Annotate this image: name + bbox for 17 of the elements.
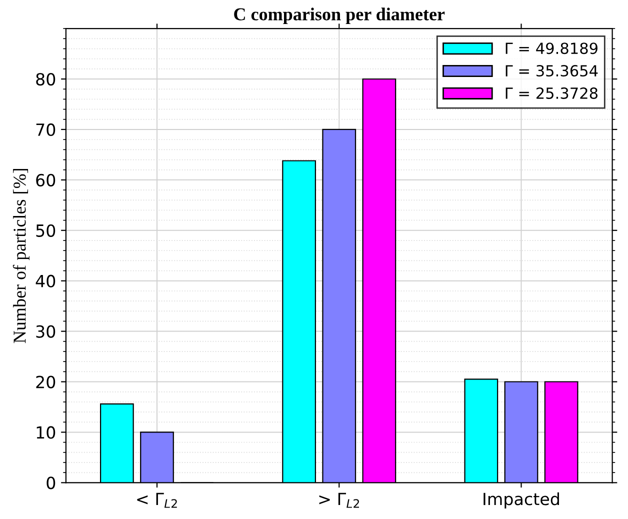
legend-label: Γ = 35.3654 xyxy=(506,64,598,77)
y-tick-label: 0 xyxy=(46,476,56,490)
y-tick-label: 10 xyxy=(36,426,56,439)
y-tick-label: 20 xyxy=(36,376,56,388)
legend-label: Γ = 25.3728 xyxy=(506,87,598,99)
y-tick-label: 30 xyxy=(36,325,56,338)
y-tick-label: 50 xyxy=(36,224,56,237)
y-tick-label: 60 xyxy=(36,174,56,186)
y-axis-title: Number of particles [%] xyxy=(12,168,30,344)
legend-label: Γ = 49.8189 xyxy=(506,42,598,54)
x-tick-label: < Γ$_{L2}$ xyxy=(137,492,177,508)
x-tick-label: Impacted xyxy=(484,492,559,509)
x-tick-label: > Γ$_{L2}$ xyxy=(319,492,359,508)
y-tick-label: 80 xyxy=(36,72,56,86)
y-tick-label: 40 xyxy=(36,274,56,288)
chart-title: C comparison per diameter xyxy=(234,8,445,24)
y-tick-label: 70 xyxy=(36,123,56,136)
